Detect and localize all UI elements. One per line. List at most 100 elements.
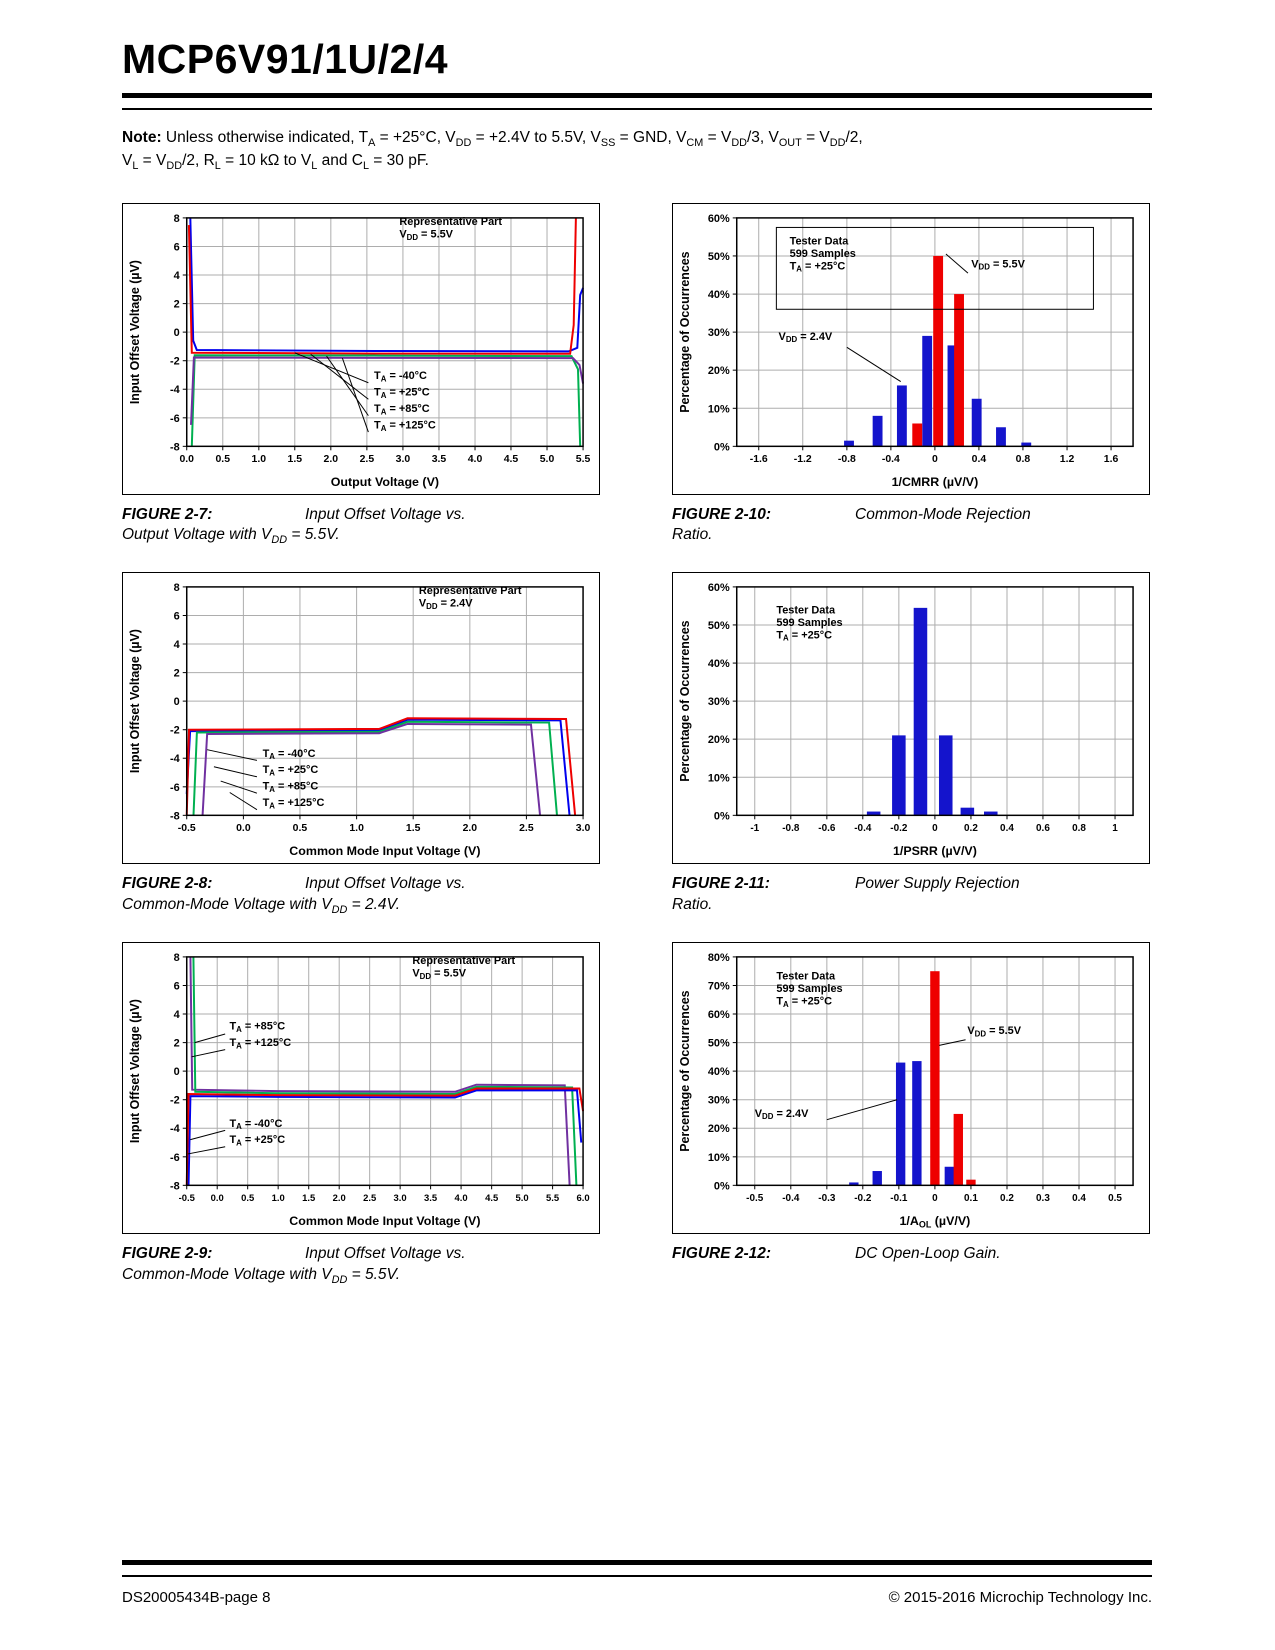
footer-row: DS20005434B-page 8 © 2015-2016 Microchip… (122, 1589, 1152, 1606)
svg-text:4: 4 (174, 1009, 181, 1021)
svg-text:2.5: 2.5 (363, 1193, 376, 1204)
figure-2-10-chart: -1.6 -1.2 -0.8 -0.4 0 0.4 0.8 1.2 1.6 0% 10% 20% 30%… (672, 202, 1150, 495)
svg-text:Percentage of Occurrences: Percentage of Occurrences (678, 251, 692, 412)
figure-2-11: -1 -0.8 -0.6 -0.4 -0.2 0 0.2 0.4 0.6 0.8 1 0% 10% 20%… (672, 572, 1150, 916)
svg-text:-0.8: -0.8 (838, 454, 856, 465)
svg-text:4.0: 4.0 (468, 454, 483, 465)
svg-text:0.4: 0.4 (1072, 1193, 1086, 1204)
svg-text:0.5: 0.5 (293, 824, 308, 835)
svg-text:0.3: 0.3 (1036, 1193, 1050, 1204)
svg-text:-1: -1 (750, 824, 759, 835)
svg-text:8: 8 (174, 212, 180, 224)
svg-text:1.0: 1.0 (272, 1193, 285, 1204)
figure-2-11-caption-text: Power Supply Rejection Ratio. (672, 875, 1020, 914)
svg-text:50%: 50% (708, 620, 730, 632)
svg-text:Input Offset Voltage (µV): Input Offset Voltage (µV) (128, 999, 142, 1143)
chart-svg: -0.5 -0.4 -0.3 -0.2 -0.1 0 0.1 0.2 0.3 0.4 0.5 0% 10… (678, 952, 1134, 1230)
svg-text:5.5: 5.5 (576, 454, 591, 465)
svg-text:-0.5: -0.5 (179, 1193, 195, 1204)
svg-text:2: 2 (174, 668, 180, 680)
svg-text:Percentage of Occurrences: Percentage of Occurrences (678, 991, 692, 1152)
svg-text:-8: -8 (170, 811, 180, 823)
svg-text:0.1: 0.1 (964, 1193, 978, 1204)
svg-text:1.0: 1.0 (349, 824, 364, 835)
figure-2-12: -0.5 -0.4 -0.3 -0.2 -0.1 0 0.1 0.2 0.3 0.4 0.5 0% 10… (672, 942, 1150, 1286)
chart-svg: -1 -0.8 -0.6 -0.4 -0.2 0 0.2 0.4 0.6 0.8 10%10%20%… (678, 582, 1134, 858)
svg-text:VDD = 2.4V: VDD = 2.4V (779, 330, 833, 343)
svg-text:20%: 20% (708, 1123, 730, 1135)
svg-text:6.0: 6.0 (576, 1193, 589, 1204)
svg-text:30%: 30% (708, 696, 730, 708)
svg-text:0%: 0% (714, 811, 730, 823)
note-text: Unless otherwise indicated, TA = +25°C, … (122, 129, 863, 173)
svg-text:-4: -4 (170, 754, 181, 766)
svg-text:TA = +85°C: TA = +85°C (263, 781, 319, 794)
figure-2-9: -0.5 0.0 0.5 1.0 1.5 2.0 2.5 3.0 3.5 4.0 4.5 5.0 5.5… (122, 942, 600, 1286)
conditions-note: Note: Unless otherwise indicated, TA = +… (122, 126, 1152, 173)
svg-text:0.5: 0.5 (241, 1193, 254, 1204)
figure-2-11-label: FIGURE 2-11: (672, 875, 770, 893)
svg-text:1.6: 1.6 (1104, 454, 1119, 465)
svg-text:30%: 30% (708, 327, 730, 339)
figure-2-9-caption-text: Input Offset Voltage vs. Common-Mode Volt… (122, 1245, 466, 1287)
svg-text:VDD = 5.5V: VDD = 5.5V (971, 258, 1025, 271)
figure-2-10-caption: FIGURE 2-10: Common-Mode Rejection Ratio. (672, 505, 1142, 547)
svg-text:-8: -8 (170, 441, 180, 453)
svg-text:TA = -40°C: TA = -40°C (263, 748, 316, 761)
figure-2-8: -0.5 0.0 0.5 1.0 1.5 2.0 2.5 3.0 -8 -6 -4 -2 0 2 4 6 8 Co… (122, 572, 600, 916)
svg-text:-0.8: -0.8 (782, 824, 800, 835)
svg-text:5.0: 5.0 (540, 454, 555, 465)
svg-text:0: 0 (174, 327, 180, 339)
svg-text:6: 6 (174, 981, 180, 993)
figure-2-9-caption: FIGURE 2-9: Input Offset Voltage vs. Commo… (122, 1244, 592, 1286)
svg-text:1.0: 1.0 (252, 454, 267, 465)
svg-text:-6: -6 (170, 412, 180, 424)
svg-text:0%: 0% (714, 441, 730, 453)
svg-text:0.0: 0.0 (236, 824, 251, 835)
svg-text:0.5: 0.5 (216, 454, 231, 465)
svg-text:2: 2 (174, 1038, 180, 1050)
svg-text:0.6: 0.6 (1036, 824, 1050, 835)
page-title: MCP6V91/1U/2/4 (122, 36, 449, 82)
svg-text:-0.6: -0.6 (818, 824, 836, 835)
svg-text:TA = +25°C: TA = +25°C (229, 1134, 285, 1147)
svg-text:2.0: 2.0 (333, 1193, 346, 1204)
chart-svg: 0.0 0.5 1.0 1.5 2.0 2.5 3.0 3.5 4.0 4.5 5.0 5.5 -8 -6… (128, 212, 591, 489)
figure-2-12-chart: -0.5 -0.4 -0.3 -0.2 -0.1 0 0.1 0.2 0.3 0.4 0.5 0% 10… (672, 942, 1150, 1235)
svg-text:Input Offset Voltage (µV): Input Offset Voltage (µV) (128, 629, 142, 773)
svg-text:-4: -4 (170, 1123, 181, 1135)
svg-text:80%: 80% (708, 952, 730, 964)
svg-text:Output Voltage (V): Output Voltage (V) (331, 475, 439, 489)
svg-text:TA = +85°C: TA = +85°C (374, 403, 430, 416)
svg-text:Common Mode Input Voltage (V): Common Mode Input Voltage (V) (289, 844, 480, 858)
figure-2-10-label: FIGURE 2-10: (672, 505, 772, 523)
page-content: MCP6V91/1U/2/4 Note: Unless otherwise in… (122, 0, 1152, 1312)
svg-text:0.0: 0.0 (211, 1193, 224, 1204)
svg-text:0.4: 0.4 (972, 454, 987, 465)
page-footer: DS20005434B-page 8 © 2015-2016 Microchip… (122, 1560, 1152, 1606)
figure-2-7-caption-text: Input Offset Voltage vs. Output Voltage w… (122, 505, 466, 547)
svg-text:3.0: 3.0 (394, 1193, 407, 1204)
svg-text:-0.2: -0.2 (854, 1193, 872, 1204)
svg-text:TA = +25°C: TA = +25°C (374, 386, 430, 399)
svg-text:-0.5: -0.5 (746, 1193, 764, 1204)
svg-text:1.5: 1.5 (406, 824, 421, 835)
svg-text:TA = +85°C: TA = +85°C (229, 1021, 285, 1034)
svg-text:4: 4 (174, 269, 181, 281)
svg-text:1/CMRR (µV/V): 1/CMRR (µV/V) (892, 475, 979, 489)
svg-text:4: 4 (174, 639, 181, 651)
figure-2-10-caption-text: Common-Mode Rejection Ratio. (672, 505, 1031, 544)
chart-svg: -1.6 -1.2 -0.8 -0.4 0 0.4 0.8 1.2 1.6 0% 10% 20% 30%… (678, 212, 1134, 489)
svg-text:TA = +125°C: TA = +125°C (374, 419, 436, 432)
svg-text:10%: 10% (708, 773, 730, 785)
svg-text:8: 8 (174, 952, 180, 964)
svg-text:2.0: 2.0 (463, 824, 478, 835)
svg-text:2: 2 (174, 298, 180, 310)
svg-text:1.5: 1.5 (288, 454, 303, 465)
figure-grid: 0.0 0.5 1.0 1.5 2.0 2.5 3.0 3.5 4.0 4.5 5.0 5.5 -8 -6… (122, 202, 1152, 1313)
svg-text:Input Offset Voltage (µV): Input Offset Voltage (µV) (128, 260, 142, 404)
svg-text:0: 0 (174, 696, 180, 708)
